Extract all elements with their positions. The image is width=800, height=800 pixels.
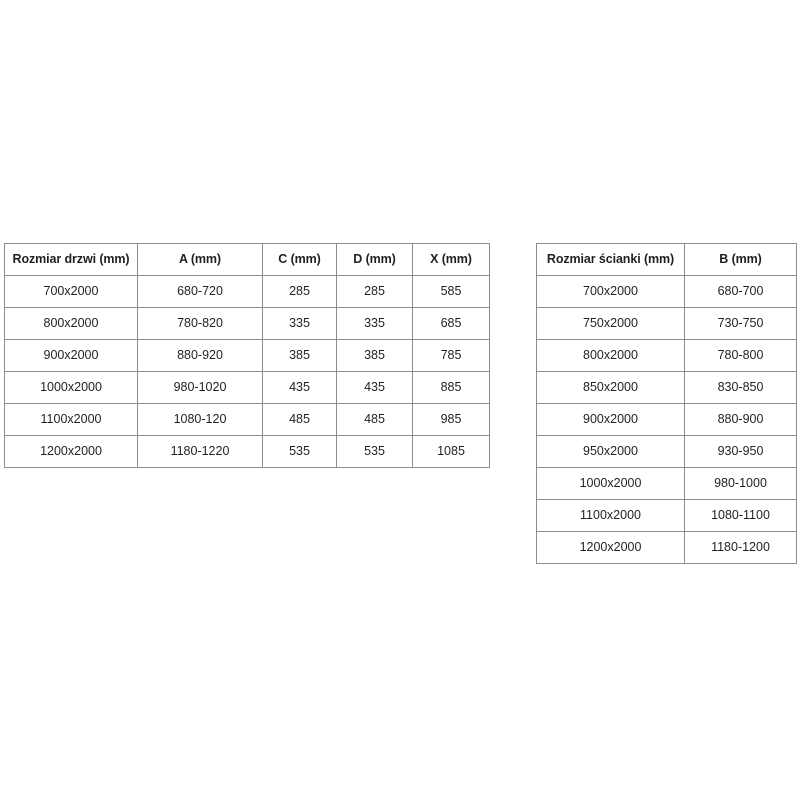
- table-row: 1200x2000 1180-1220 535 535 1085: [4, 435, 490, 468]
- door-cell-a: 880-920: [137, 339, 263, 372]
- table-row: 1100x2000 1080-120 485 485 985: [4, 403, 490, 436]
- table-row: 1100x2000 1080-1100: [536, 499, 797, 532]
- door-cell-c: 335: [262, 307, 337, 340]
- door-header-c: C (mm): [262, 243, 337, 276]
- door-header-a: A (mm): [137, 243, 263, 276]
- wall-cell-b: 830-850: [684, 371, 797, 404]
- wall-cell-b: 780-800: [684, 339, 797, 372]
- table-row: 700x2000 680-720 285 285 585: [4, 275, 490, 308]
- wall-cell-size: 1200x2000: [536, 531, 685, 564]
- wall-cell-b: 1180-1200: [684, 531, 797, 564]
- table-row: 700x2000 680-700: [536, 275, 797, 308]
- wall-cell-size: 900x2000: [536, 403, 685, 436]
- table-row: 800x2000 780-820 335 335 685: [4, 307, 490, 340]
- door-cell-size: 1200x2000: [4, 435, 138, 468]
- door-cell-size: 1100x2000: [4, 403, 138, 436]
- door-cell-x: 885: [412, 371, 490, 404]
- wall-cell-size: 850x2000: [536, 371, 685, 404]
- door-cell-size: 1000x2000: [4, 371, 138, 404]
- wall-cell-size: 1100x2000: [536, 499, 685, 532]
- door-cell-x: 785: [412, 339, 490, 372]
- wall-cell-b: 730-750: [684, 307, 797, 340]
- door-table-header-row: Rozmiar drzwi (mm) A (mm) C (mm) D (mm) …: [4, 243, 490, 276]
- door-cell-d: 385: [336, 339, 413, 372]
- door-cell-c: 435: [262, 371, 337, 404]
- door-cell-x: 585: [412, 275, 490, 308]
- table-row: 950x2000 930-950: [536, 435, 797, 468]
- wall-cell-b: 930-950: [684, 435, 797, 468]
- door-cell-d: 335: [336, 307, 413, 340]
- table-row: 750x2000 730-750: [536, 307, 797, 340]
- wall-cell-size: 700x2000: [536, 275, 685, 308]
- table-row: 1000x2000 980-1020 435 435 885: [4, 371, 490, 404]
- wall-header-size: Rozmiar ścianki (mm): [536, 243, 685, 276]
- door-cell-x: 1085: [412, 435, 490, 468]
- wall-cell-size: 750x2000: [536, 307, 685, 340]
- wall-cell-b: 1080-1100: [684, 499, 797, 532]
- door-cell-d: 535: [336, 435, 413, 468]
- table-row: 850x2000 830-850: [536, 371, 797, 404]
- table-row: 1000x2000 980-1000: [536, 467, 797, 500]
- door-cell-c: 485: [262, 403, 337, 436]
- door-cell-a: 1180-1220: [137, 435, 263, 468]
- wall-cell-b: 880-900: [684, 403, 797, 436]
- door-header-d: D (mm): [336, 243, 413, 276]
- wall-cell-size: 950x2000: [536, 435, 685, 468]
- wall-cell-b: 980-1000: [684, 467, 797, 500]
- door-cell-c: 535: [262, 435, 337, 468]
- door-cell-x: 985: [412, 403, 490, 436]
- door-size-table: Rozmiar drzwi (mm) A (mm) C (mm) D (mm) …: [4, 243, 490, 468]
- wall-table-header-row: Rozmiar ścianki (mm) B (mm): [536, 243, 797, 276]
- door-cell-d: 485: [336, 403, 413, 436]
- door-cell-a: 980-1020: [137, 371, 263, 404]
- door-header-x: X (mm): [412, 243, 490, 276]
- door-cell-a: 780-820: [137, 307, 263, 340]
- door-cell-size: 900x2000: [4, 339, 138, 372]
- wall-size-table: Rozmiar ścianki (mm) B (mm) 700x2000 680…: [536, 243, 797, 564]
- door-cell-d: 285: [336, 275, 413, 308]
- door-cell-a: 1080-120: [137, 403, 263, 436]
- door-header-size: Rozmiar drzwi (mm): [4, 243, 138, 276]
- table-row: 900x2000 880-900: [536, 403, 797, 436]
- wall-cell-size: 800x2000: [536, 339, 685, 372]
- door-cell-size: 700x2000: [4, 275, 138, 308]
- door-cell-d: 435: [336, 371, 413, 404]
- wall-header-b: B (mm): [684, 243, 797, 276]
- table-row: 900x2000 880-920 385 385 785: [4, 339, 490, 372]
- door-cell-size: 800x2000: [4, 307, 138, 340]
- wall-cell-b: 680-700: [684, 275, 797, 308]
- door-cell-a: 680-720: [137, 275, 263, 308]
- table-row: 1200x2000 1180-1200: [536, 531, 797, 564]
- table-row: 800x2000 780-800: [536, 339, 797, 372]
- door-cell-x: 685: [412, 307, 490, 340]
- door-cell-c: 385: [262, 339, 337, 372]
- wall-cell-size: 1000x2000: [536, 467, 685, 500]
- door-cell-c: 285: [262, 275, 337, 308]
